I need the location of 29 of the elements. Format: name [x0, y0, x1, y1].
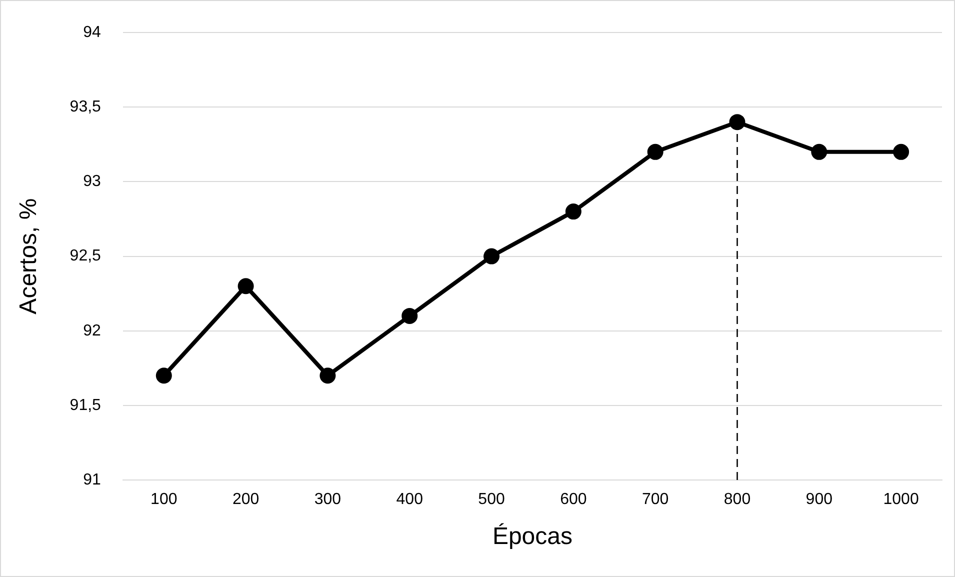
point [320, 368, 336, 384]
x-tick-label: 1000 [883, 491, 919, 508]
point [893, 144, 910, 160]
point [811, 144, 828, 160]
point [484, 248, 500, 264]
point [729, 114, 746, 130]
y-tick-label: 92,5 [70, 248, 102, 265]
point [238, 278, 254, 294]
point [647, 144, 664, 160]
point [565, 204, 582, 220]
x-tick-label: 200 [232, 491, 260, 508]
x-axis-title: Épocas [492, 523, 572, 550]
x-tick-label: 300 [314, 491, 342, 508]
y-tick-label: 92 [83, 322, 102, 340]
y-tick-label: 93 [83, 173, 102, 190]
point [402, 308, 418, 324]
point [156, 368, 172, 384]
x-tick-label: 500 [478, 491, 505, 508]
y-tick-label: 93,5 [70, 98, 102, 116]
y-tick-label: 91,5 [70, 396, 102, 414]
x-tick-label: 700 [642, 491, 669, 508]
y-axis-title: Acertos, % [15, 198, 42, 314]
y-tick-label: 91 [83, 471, 102, 488]
x-tick-label: 400 [396, 491, 424, 508]
x-tick-label: 600 [560, 491, 587, 508]
y-tick-label: 94 [83, 24, 102, 42]
x-tick-label: 100 [150, 491, 178, 508]
x-tick-label: 900 [806, 491, 833, 508]
x-tick-label: 800 [724, 491, 751, 508]
